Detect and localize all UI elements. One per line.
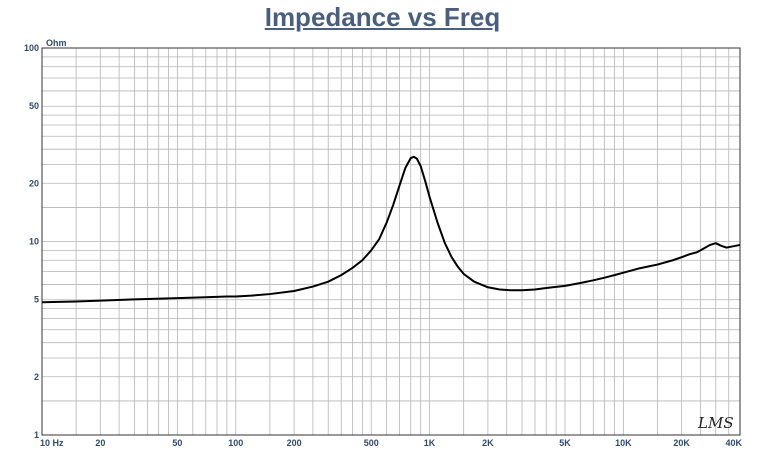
impedance-curve (41, 155, 741, 304)
x-tick-labels: 10 Hz 20 50 100 200 500 1K 2K 5K 10K 20K 40K (40, 438, 742, 448)
y-tick-label: 5 (34, 295, 39, 305)
y-tick-labels: 1 2 5 10 20 50 100 (24, 43, 39, 440)
y-tick-label: 100 (24, 43, 39, 53)
x-tick-label: 100 (228, 438, 243, 448)
y-tick-label: 50 (29, 101, 39, 111)
y-tick-label: 2 (34, 372, 39, 382)
x-tick-label: 500 (364, 438, 379, 448)
lms-watermark: LMS (697, 414, 734, 432)
x-tick-label: 2K (482, 438, 494, 448)
x-tick-label: 5K (559, 438, 571, 448)
x-tick-label: 50 (172, 438, 182, 448)
grid-lines (41, 48, 741, 436)
x-tick-label: 200 (287, 438, 302, 448)
plot-frame (41, 47, 741, 436)
x-tick-label: 20 (95, 438, 105, 448)
x-tick-label: 1K (424, 438, 436, 448)
y-tick-label: 10 (29, 237, 39, 247)
x-tick-label: 10K (615, 438, 632, 448)
y-tick-label: 1 (34, 430, 39, 440)
x-tick-label: 20K (673, 438, 690, 448)
y-tick-label: 20 (29, 178, 39, 188)
y-axis-unit-label: Ohm (46, 38, 67, 48)
x-tick-label: 10 Hz (40, 438, 64, 448)
x-tick-label: 40K (725, 438, 742, 448)
chart-title: Impedance vs Freq (264, 2, 501, 32)
